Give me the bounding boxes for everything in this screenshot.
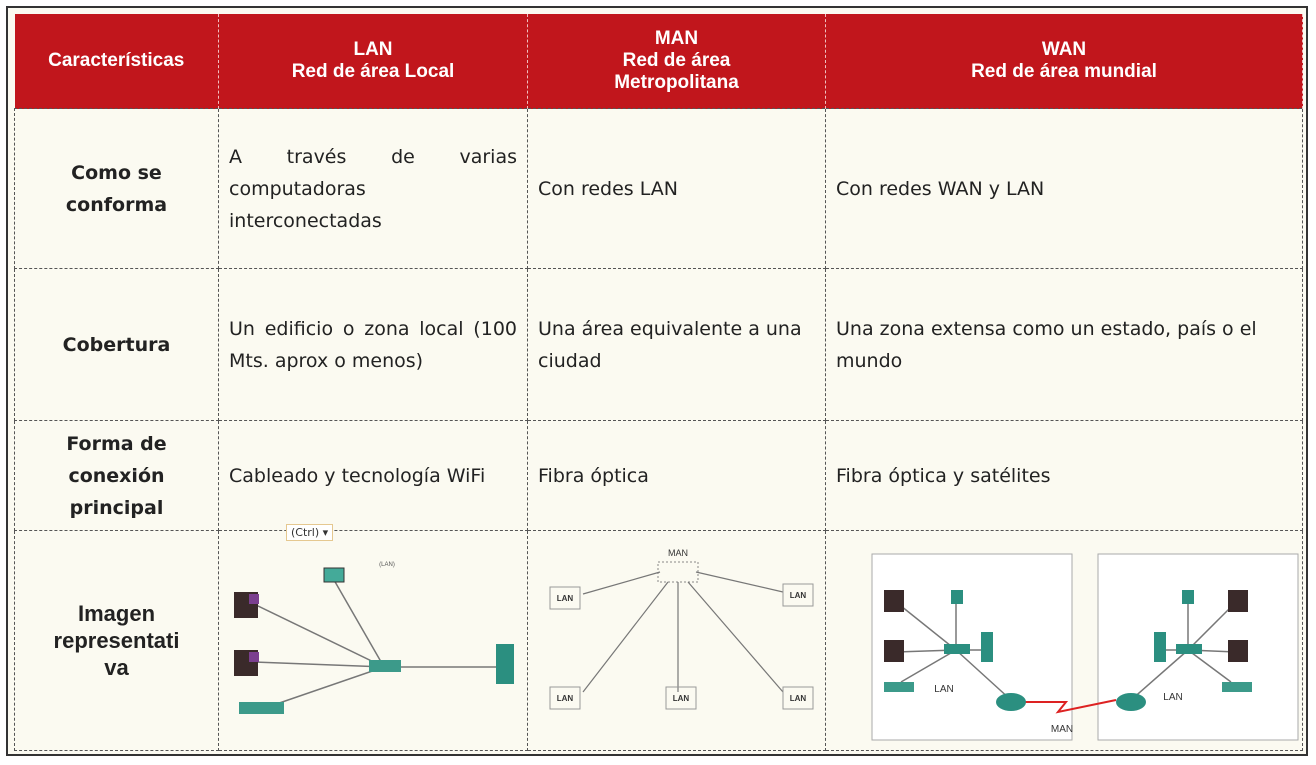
frame: Características LAN Red de área Local MAN… [6, 6, 1308, 756]
paste-text: (Ctrl) [291, 526, 320, 539]
header-text: WAN [1041, 39, 1087, 60]
cell: Una área equivalente a una ciudad [527, 268, 826, 421]
header-cell: Características [14, 14, 219, 109]
cell: Fibra óptica [527, 420, 826, 531]
header-text: Metropolitana [614, 72, 739, 93]
diagram-label: LAN [934, 684, 953, 695]
row-label: Como se conforma [14, 108, 219, 269]
diagram-label: LAN [673, 694, 690, 703]
diagram-label: MAN [1051, 724, 1073, 735]
wan-diagram: LAN LAN MAN [871, 553, 1299, 740]
header-text: Características [48, 50, 185, 71]
man-diagram: MAN LAN LAN LAN LAN LAN [549, 548, 814, 709]
image-cell: (LAN) [218, 530, 528, 751]
diagram-label: LAN [557, 594, 574, 603]
comparison-table: Características LAN Red de área Local MAN… [14, 14, 1303, 751]
row: Forma de conexión principal Cableado y t… [14, 420, 1303, 531]
cell: Un edificio o zona local (100 Mts. aprox… [218, 268, 528, 421]
header-text: Red de área mundial [971, 61, 1157, 82]
row-label: Imagen representati va [14, 530, 219, 751]
header-text: Red de área Local [291, 61, 455, 82]
diagram-label: LAN [557, 694, 574, 703]
row-label: Forma de conexión principal [14, 420, 219, 531]
lan-diagram: (LAN) [234, 562, 514, 714]
diagram-label: (LAN) [379, 562, 395, 568]
cell: Con redes WAN y LAN [825, 108, 1303, 269]
diagram-label: LAN [790, 591, 807, 600]
row-label: Cobertura [14, 268, 219, 421]
diagram-label: LAN [1163, 692, 1182, 703]
paste-options-tag[interactable]: (Ctrl) ▾ [286, 524, 334, 541]
image-cell: MAN LAN LAN LAN LAN LAN [527, 530, 826, 751]
row: Como se conforma A través de varias comp… [14, 108, 1303, 269]
diagram-label: LAN [790, 694, 807, 703]
header-cell: LAN Red de área Local [218, 14, 528, 109]
cell: Una zona extensa como un estado, país o … [825, 268, 1303, 421]
cell: Con redes LAN [527, 108, 826, 269]
row: Cobertura Un edificio o zona local (100 … [14, 268, 1303, 421]
header-row: Características LAN Red de área Local MAN… [14, 14, 1303, 109]
diagram-label: MAN [668, 548, 688, 558]
row: Imagen representati va (LAN) MAN LAN LAN… [14, 530, 1303, 751]
cell: Cableado y tecnología WiFi [218, 420, 528, 531]
header-text: MAN [654, 28, 699, 49]
header-cell: WAN Red de área mundial [825, 14, 1303, 109]
header-text: LAN [353, 39, 393, 60]
cell: Fibra óptica y satélites [825, 420, 1303, 531]
header-cell: MAN Red de área Metropolitana [527, 14, 826, 109]
image-cell: LAN LAN MAN [825, 530, 1303, 751]
cell: A través de varias computadoras intercon… [218, 108, 528, 269]
header-text: Red de área [622, 50, 731, 71]
